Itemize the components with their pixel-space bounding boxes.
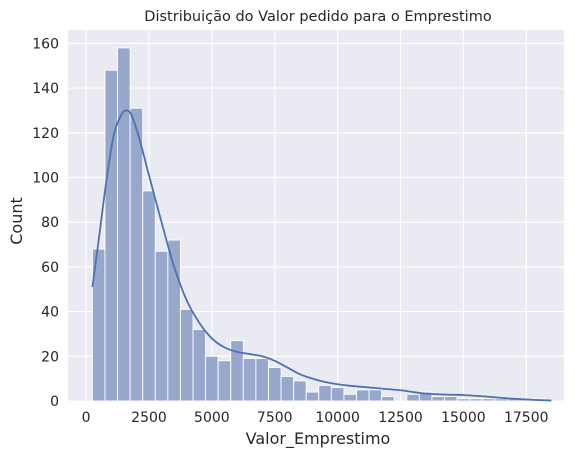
x-tick-label: 2500	[131, 410, 167, 426]
histogram-bar	[368, 389, 383, 402]
histogram-bar	[104, 69, 118, 402]
histogram-bar	[406, 393, 420, 402]
histogram-bar	[217, 360, 232, 402]
histogram-bar	[117, 47, 131, 402]
x-tick-label: 17500	[504, 410, 549, 426]
x-tick-label: 5000	[194, 410, 230, 426]
chart-title: Distribuição do Valor pedido para o Empr…	[144, 9, 492, 25]
x-tick-label: 15000	[441, 410, 486, 426]
histogram-bar	[255, 358, 269, 402]
y-axis-label: Count	[7, 197, 26, 245]
histogram-bar	[494, 398, 508, 402]
histogram-bar	[242, 358, 257, 402]
y-tick-label: 160	[32, 36, 59, 52]
kde-line	[91, 109, 552, 402]
histogram-bar	[142, 190, 156, 402]
y-tick-label: 60	[41, 260, 59, 276]
histogram-bar	[280, 375, 295, 402]
y-tick-label: 100	[32, 171, 59, 187]
histogram-bars	[91, 47, 546, 402]
y-tick-label: 120	[32, 126, 59, 142]
histogram-bar	[154, 250, 169, 402]
y-tick-label: 40	[41, 305, 59, 321]
histogram-bar	[293, 380, 307, 402]
y-axis-ticks: 0 20 40 60 80 100 120 140 160	[32, 36, 59, 410]
histogram-bar	[431, 396, 445, 402]
histogram-bar	[205, 355, 219, 402]
histogram-bar	[318, 384, 332, 402]
histogram-bar	[268, 367, 282, 402]
x-tick-label: 0	[82, 410, 91, 426]
histogram-bar	[330, 387, 345, 402]
x-tick-label: 10000	[315, 410, 360, 426]
y-tick-label: 20	[41, 349, 59, 365]
x-axis-label: Valor_Emprestimo	[246, 429, 391, 449]
y-tick-label: 140	[32, 81, 59, 97]
histogram-bar	[481, 398, 496, 402]
histogram-bar	[456, 398, 471, 402]
histogram-bar	[469, 398, 483, 402]
y-tick-label: 0	[50, 394, 59, 410]
x-tick-label: 12500	[378, 410, 423, 426]
x-axis-ticks: 0 2500 5000 7500 10000 12500 15000 17500	[82, 410, 549, 426]
histogram-bar	[444, 396, 458, 402]
histogram-bar	[129, 107, 144, 402]
histogram-bar	[179, 308, 194, 402]
histogram-bar	[343, 393, 357, 402]
y-tick-label: 80	[41, 215, 59, 231]
histogram-bar	[192, 329, 207, 402]
histogram-bar	[356, 389, 370, 402]
histogram-bar	[381, 396, 395, 402]
x-tick-label: 7500	[257, 410, 293, 426]
histogram-bar	[305, 391, 320, 402]
